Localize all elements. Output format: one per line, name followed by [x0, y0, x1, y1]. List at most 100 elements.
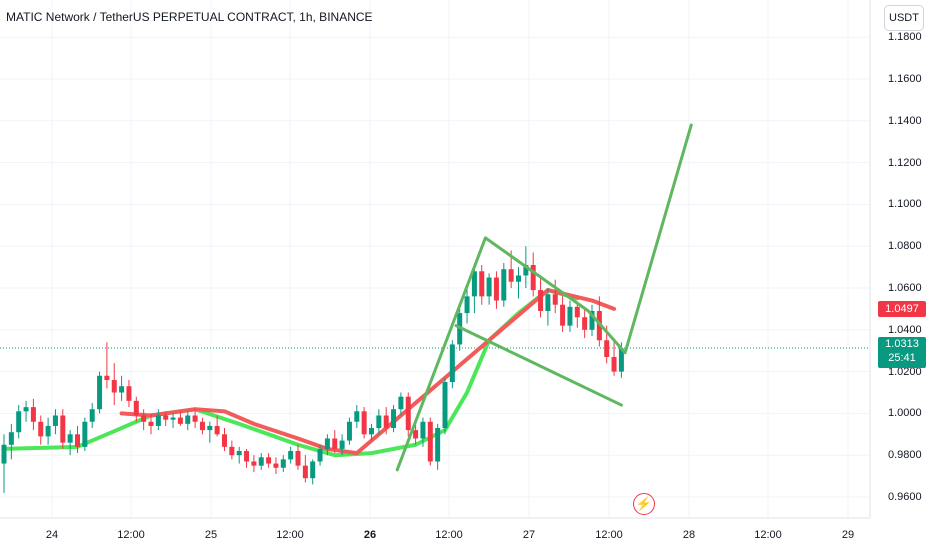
x-tick-label: 26	[363, 529, 377, 541]
y-tick-label: 1.1600	[888, 73, 922, 85]
candle-body	[604, 340, 610, 357]
candle-body	[486, 277, 492, 297]
candle-body	[38, 421, 44, 437]
candle-body	[545, 294, 551, 311]
x-tick-label: 27	[522, 529, 536, 541]
candle-body	[420, 421, 426, 439]
candle-body	[324, 438, 330, 449]
candle-body	[104, 375, 110, 380]
candle-body	[207, 425, 213, 431]
currency-button[interactable]: USDT	[884, 5, 924, 31]
candle-body	[471, 271, 477, 297]
candle-body	[258, 457, 264, 466]
candle-body	[493, 277, 499, 301]
candle-body	[222, 434, 227, 447]
candle-body	[280, 459, 286, 468]
candle-body	[67, 434, 73, 443]
x-tick-label: 12:00	[117, 529, 145, 541]
candle-body	[582, 317, 588, 330]
y-tick-label: 1.1000	[888, 198, 922, 211]
candle-body	[332, 438, 338, 449]
candle-body	[236, 451, 242, 456]
candle-body	[508, 269, 514, 282]
candle-body	[391, 409, 397, 429]
candle-body	[148, 421, 154, 426]
candle-body	[398, 396, 404, 410]
candle-body	[442, 382, 448, 429]
candle-body	[405, 396, 411, 431]
candle-body	[310, 461, 316, 479]
x-tick-label: 28	[682, 529, 696, 541]
candle-body	[141, 415, 147, 422]
candle-body	[538, 290, 544, 311]
trend-drawing	[395, 123, 693, 472]
candle-body	[317, 448, 323, 462]
ma-value-badge: 1.0497	[878, 301, 926, 317]
y-tick-label: 0.9800	[888, 449, 922, 462]
candle-body	[413, 430, 419, 439]
countdown-timer: 25:41	[888, 352, 916, 364]
candle-body	[251, 461, 257, 466]
y-tick-label: 1.1400	[888, 114, 922, 127]
y-tick-label: 1.0000	[888, 407, 922, 420]
candle-body	[354, 411, 360, 422]
trend-drawing	[454, 324, 623, 407]
candle-body	[133, 400, 139, 416]
x-tick-label: 12:00	[435, 529, 463, 541]
candle-body	[589, 310, 595, 330]
x-tick-label: 29	[841, 529, 855, 541]
lightning-icon[interactable]: ⚡	[633, 493, 655, 515]
x-tick-label: 24	[45, 529, 59, 541]
candle-body	[75, 434, 80, 447]
candle-body	[523, 265, 529, 276]
candle-body	[177, 417, 183, 424]
candle-body	[60, 415, 66, 443]
candle-body	[346, 421, 352, 441]
x-tick-label: 12:00	[276, 529, 304, 541]
candle-body	[567, 306, 573, 326]
candle-body	[199, 421, 205, 431]
candle-body	[97, 375, 103, 410]
last-price-badge: 1.0313 25:41	[878, 337, 926, 368]
candle-body	[119, 386, 125, 393]
candle-body	[339, 440, 345, 449]
candle-body	[111, 379, 117, 393]
candle-body	[266, 457, 272, 464]
candle-body	[1, 444, 7, 464]
candle-body	[560, 304, 566, 326]
candle-body	[244, 451, 250, 462]
candle-body	[618, 348, 624, 372]
candle-body	[295, 451, 301, 466]
candle-body	[192, 415, 198, 422]
candle-body	[16, 411, 22, 433]
chart-title: MATIC Network / TetherUS PERPETUAL CONTR…	[6, 10, 373, 24]
candle-body	[552, 294, 558, 305]
y-tick-label: 1.1200	[888, 156, 922, 169]
y-tick-label: 1.0400	[888, 323, 922, 336]
candle-body	[449, 344, 455, 383]
candle-body	[52, 415, 58, 426]
candle-body	[82, 421, 88, 447]
candle-body	[155, 415, 161, 426]
candle-body	[163, 415, 169, 420]
candle-body	[611, 356, 617, 372]
candle-body	[530, 265, 536, 291]
candle-body	[185, 415, 191, 424]
candle-body	[288, 451, 294, 460]
moving-average-line	[2, 288, 580, 458]
candle-body	[427, 421, 433, 462]
y-tick-label: 1.0800	[888, 240, 922, 253]
candle-body	[464, 296, 470, 314]
candle-body	[369, 428, 374, 435]
last-price-value: 1.0313	[885, 338, 919, 350]
candle-body	[516, 275, 521, 282]
candle-body	[501, 269, 507, 301]
y-tick-label: 1.0200	[888, 365, 922, 378]
y-tick-label: 1.0600	[888, 282, 922, 294]
y-tick-label: 1.1800	[888, 31, 922, 44]
x-tick-label: 25	[204, 529, 218, 541]
candle-body	[30, 407, 36, 422]
candle-body	[170, 417, 176, 420]
x-tick-label: 12:00	[595, 529, 623, 541]
